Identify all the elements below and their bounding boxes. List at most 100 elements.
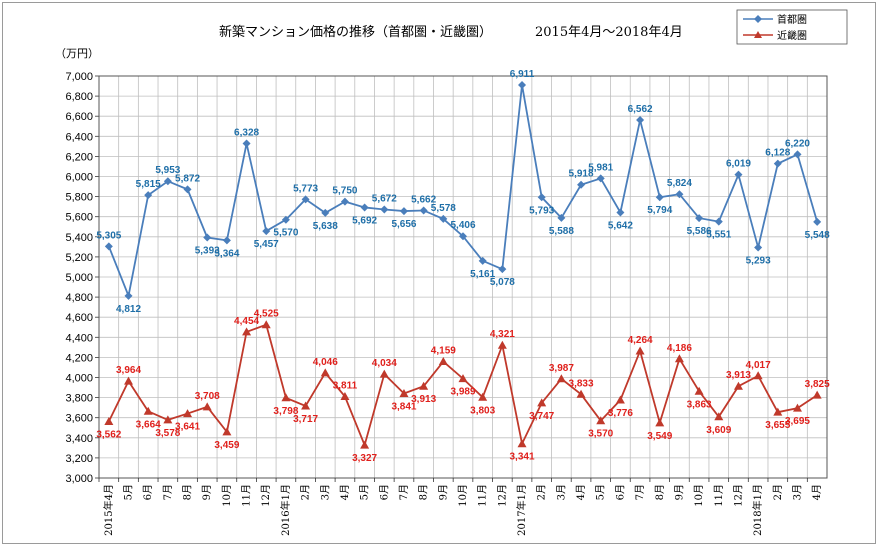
data-point [183, 409, 193, 418]
x-tick-label: 5月 [359, 484, 371, 500]
legend-marker-triangle [754, 31, 762, 38]
data-label: 5,750 [332, 186, 357, 197]
x-tick-label: 8月 [418, 484, 430, 500]
y-tick-label: 4,000 [65, 373, 93, 385]
data-point [419, 206, 428, 215]
x-tick-label: 5月 [595, 484, 607, 500]
data-point [694, 386, 704, 395]
data-label: 5,981 [588, 162, 613, 173]
data-point [144, 191, 153, 200]
data-point [261, 320, 271, 329]
data-point [439, 214, 448, 223]
y-tick-label: 7,000 [65, 71, 93, 83]
x-tick-label: 10月 [457, 484, 469, 507]
y-tick-label: 5,400 [65, 232, 93, 244]
data-label: 3,798 [273, 406, 298, 417]
data-label: 3,562 [96, 430, 121, 441]
y-tick-label: 3,200 [65, 453, 93, 465]
data-label: 5,773 [293, 183, 318, 194]
data-point [635, 346, 645, 355]
x-tick-label: 6月 [142, 484, 154, 500]
y-tick-label: 4,600 [65, 312, 93, 324]
data-label: 3,327 [352, 453, 377, 464]
x-tick-label: 4月 [575, 484, 587, 500]
data-point [242, 139, 251, 148]
data-point [399, 388, 409, 397]
data-label: 5,953 [155, 165, 180, 176]
x-tick-labels: 2015年4月 5月 6月 7月 8月 9月 10月 11月 12月 2016年1月 2月 3月 4月 5… [102, 484, 823, 536]
data-label: 5,364 [214, 248, 239, 259]
data-label: 3,747 [529, 411, 554, 422]
x-tick-label: 7月 [398, 484, 410, 500]
x-tick-label: 10月 [693, 484, 705, 507]
x-tick-label: 8月 [654, 484, 666, 500]
x-tick-label: 2017年1月 [515, 484, 528, 536]
data-label: 4,454 [234, 316, 259, 327]
x-tick-label: 8月 [182, 484, 194, 500]
data-point [379, 369, 389, 378]
data-label: 3,825 [805, 379, 830, 390]
y-tick-label: 5,000 [65, 272, 93, 284]
data-label: 3,641 [175, 422, 200, 433]
data-label: 6,019 [726, 159, 751, 170]
data-point [242, 327, 252, 336]
legend-marker-diamond [754, 15, 762, 23]
data-point [714, 217, 723, 226]
data-label: 5,918 [569, 169, 594, 180]
x-tick-label: 2015年4月 [102, 484, 115, 536]
data-label: 5,578 [431, 203, 456, 214]
x-tick-label: 12月 [260, 484, 272, 507]
data-point [340, 391, 350, 400]
data-point [399, 207, 408, 216]
x-tick-label: 9月 [201, 484, 213, 500]
data-point [262, 227, 271, 236]
x-tick-label: 12月 [732, 484, 744, 507]
data-point [301, 401, 311, 410]
data-point [478, 392, 488, 401]
x-tick-label: 2月 [300, 484, 312, 500]
data-point [478, 256, 487, 265]
data-label: 5,393 [195, 246, 220, 257]
data-label: 5,078 [490, 277, 515, 288]
x-tick-label: 3月 [555, 484, 567, 500]
data-label: 3,987 [549, 363, 574, 374]
x-tick-label: 4月 [811, 484, 823, 500]
y-tick-label: 6,200 [65, 151, 93, 163]
data-label: 6,128 [765, 148, 790, 159]
data-label: 3,803 [470, 405, 495, 416]
data-label: 3,913 [726, 370, 751, 381]
x-tick-label: 12月 [496, 484, 508, 507]
axes [95, 75, 828, 482]
data-point [222, 236, 231, 245]
data-label: 4,264 [628, 335, 653, 346]
data-point [733, 381, 743, 390]
data-point [734, 170, 743, 179]
data-point [616, 208, 625, 217]
data-point [792, 403, 802, 412]
data-label: 3,913 [411, 394, 436, 405]
data-point [163, 415, 173, 424]
y-tick-label: 5,200 [65, 252, 93, 264]
x-tick-label: 2月 [536, 484, 548, 500]
data-point [596, 174, 605, 183]
data-point [124, 376, 134, 385]
data-point [537, 398, 547, 407]
data-point [596, 416, 606, 425]
y-tick-label: 4,200 [65, 352, 93, 364]
data-label: 3,989 [450, 387, 475, 398]
data-point [674, 354, 684, 363]
data-point [497, 340, 507, 349]
legend-box [736, 9, 848, 45]
data-point [537, 193, 546, 202]
data-label: 3,578 [155, 428, 180, 439]
x-tick-label: 11月 [713, 484, 725, 507]
data-point [753, 371, 763, 380]
data-label: 5,662 [411, 194, 436, 205]
data-label: 6,911 [510, 69, 535, 80]
data-label: 5,692 [352, 215, 377, 226]
plot-border [98, 75, 828, 479]
data-point [655, 193, 664, 202]
